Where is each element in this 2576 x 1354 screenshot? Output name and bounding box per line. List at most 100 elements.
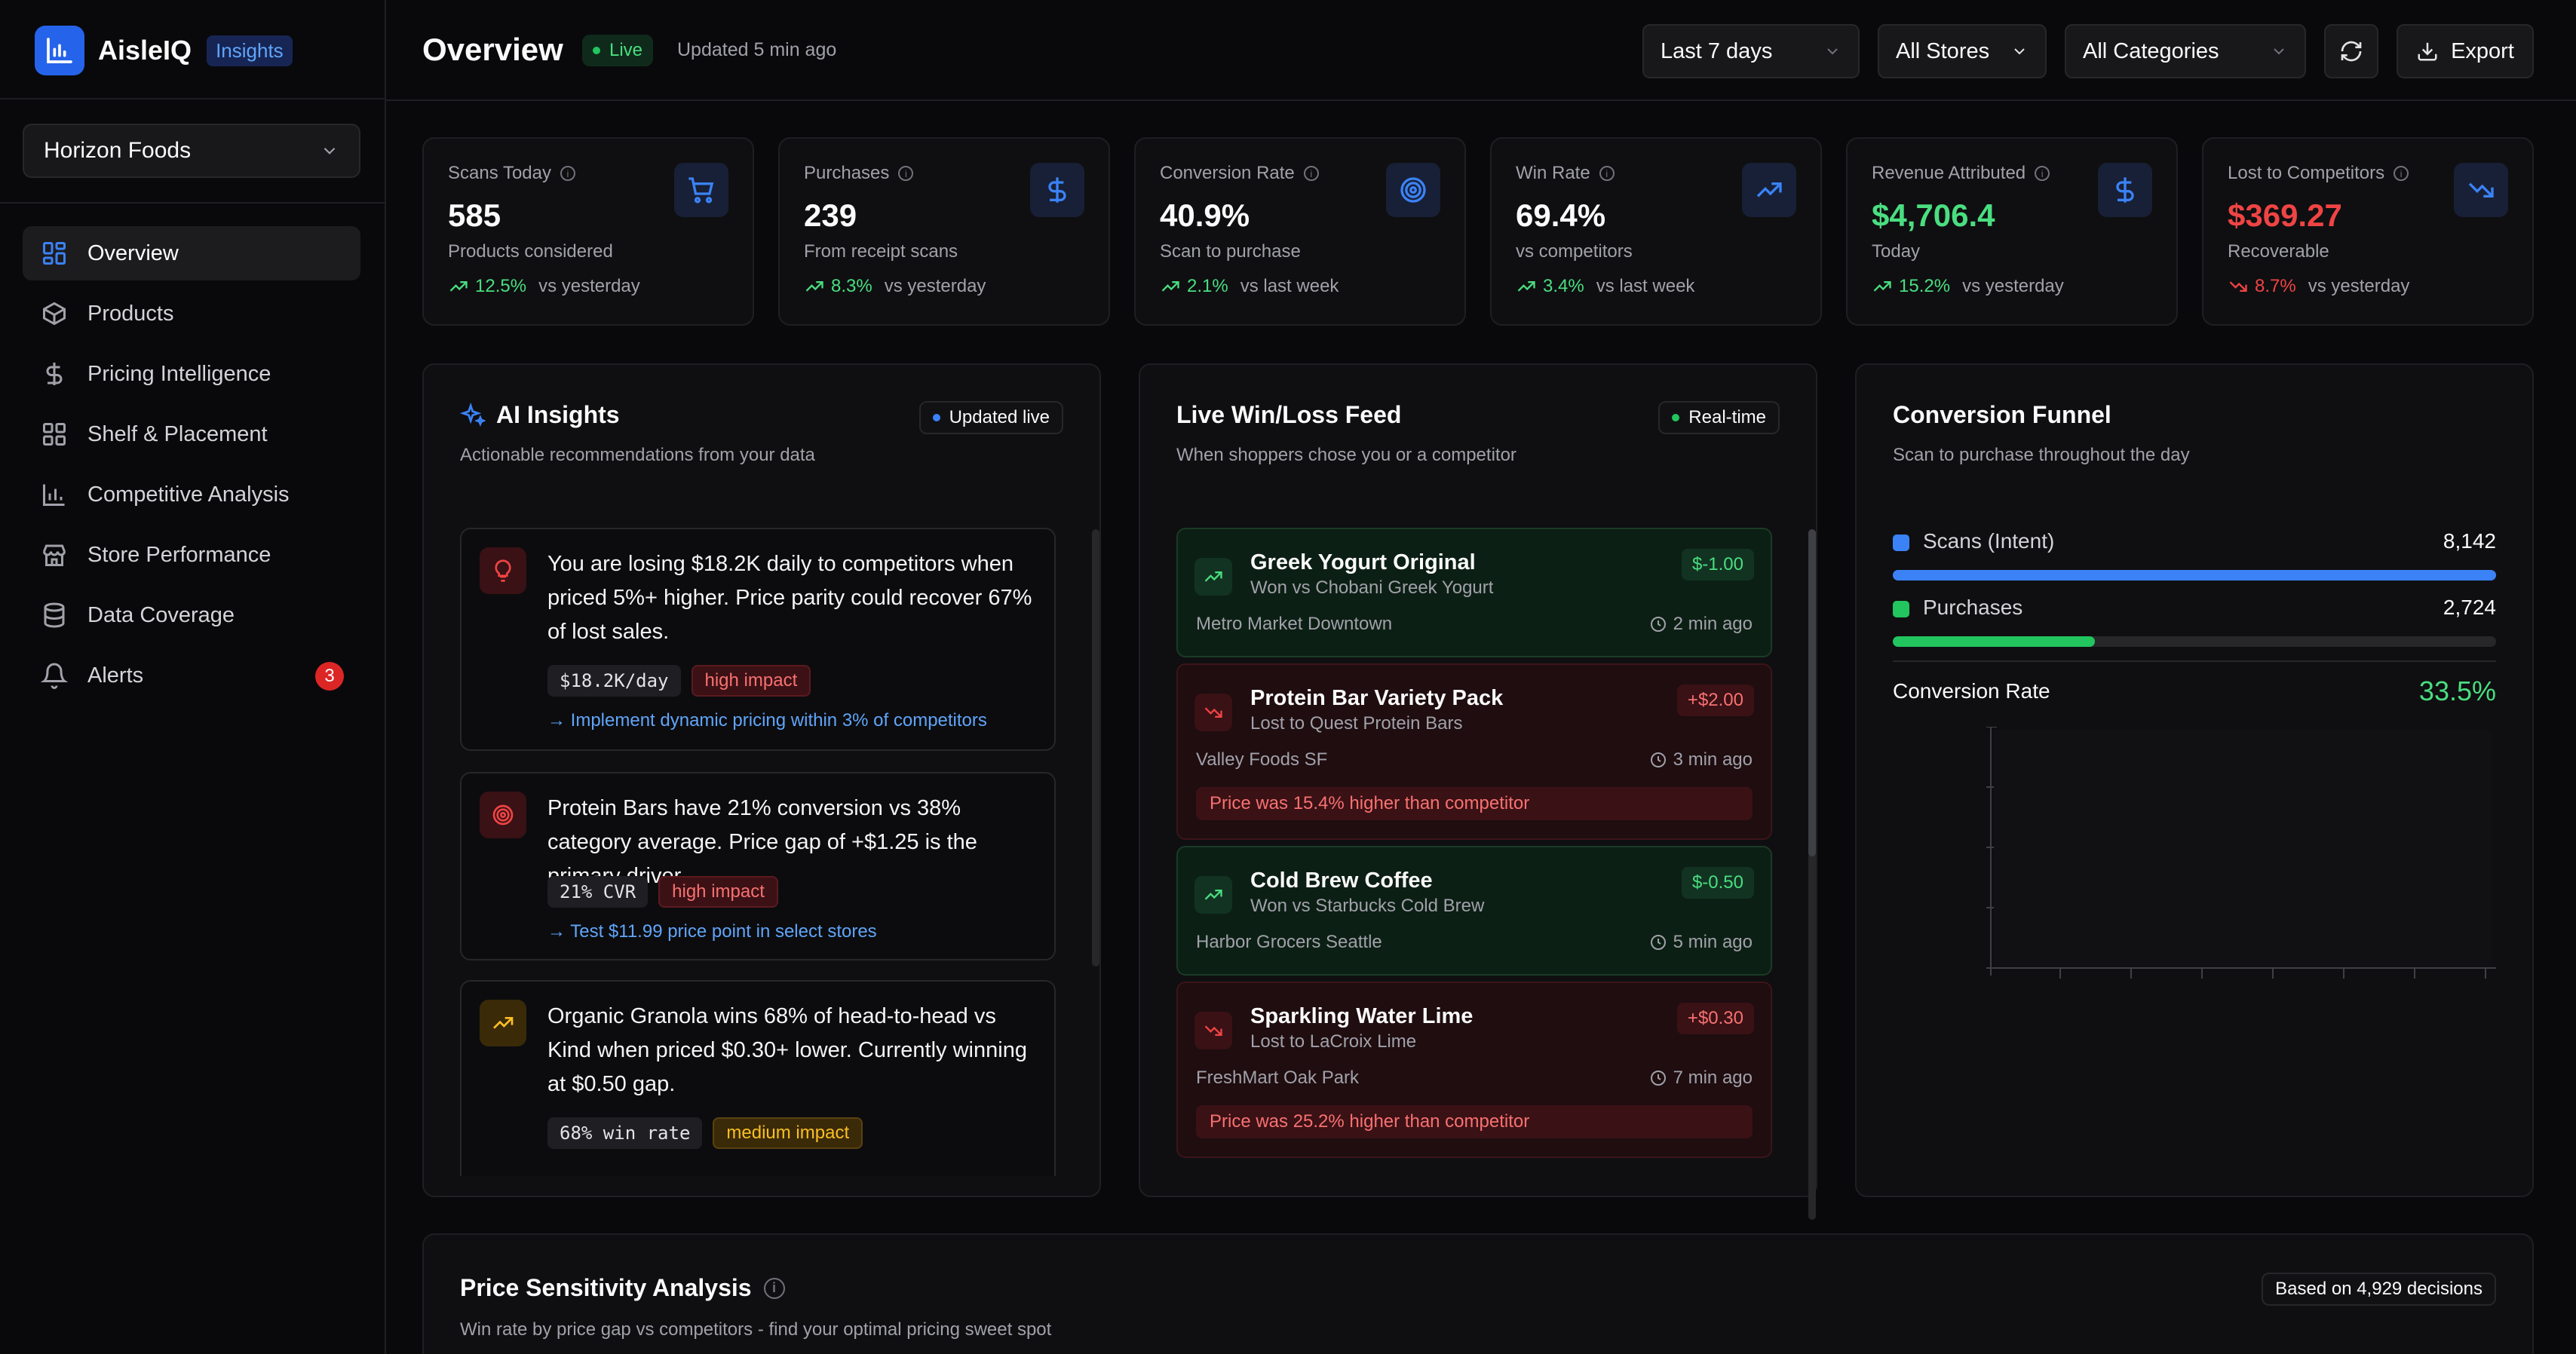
category-select[interactable]: All Categories xyxy=(2065,24,2306,78)
sidebar-item-label: Competitive Analysis xyxy=(87,482,290,507)
info-icon[interactable]: i xyxy=(763,1277,785,1299)
feed-time-row: 2 min ago xyxy=(1649,614,1753,635)
sidebar-item-alerts[interactable]: Alerts 3 xyxy=(23,648,360,703)
status-dot-icon xyxy=(932,414,940,421)
metric-compare: vs yesterday xyxy=(2308,276,2410,296)
metric-sub: vs competitors xyxy=(1516,241,1633,262)
sidebar-item-store-performance[interactable]: Store Performance xyxy=(23,528,360,582)
scrollbar-thumb[interactable] xyxy=(1092,529,1099,966)
trending-up-icon xyxy=(449,281,468,292)
sidebar-item-shelf-placement[interactable]: Shelf & Placement xyxy=(23,407,360,461)
sparkles-icon xyxy=(460,402,486,427)
insight-action-link[interactable]: → Test $11.99 price point in select stor… xyxy=(547,921,877,942)
brand-name: AisleIQ xyxy=(98,35,192,66)
sidebar-item-pricing-intelligence[interactable]: Pricing Intelligence xyxy=(23,347,360,401)
brand-badge: Insights xyxy=(207,35,293,66)
metric-change: 8.3% xyxy=(831,276,872,296)
funnel-purchases-bar xyxy=(1893,636,2496,647)
refresh-icon xyxy=(2341,41,2362,62)
status-label: Updated live xyxy=(949,407,1050,427)
panel-title: Live Win/Loss Feed xyxy=(1176,401,1402,428)
clock-icon xyxy=(1650,1071,1666,1086)
metric-card-win-rate[interactable]: Win Rate i 69.4% vs competitors 3.4% vs la… xyxy=(1490,137,1822,326)
sidebar-item-overview[interactable]: Overview xyxy=(23,226,360,280)
sidebar-item-label: Products xyxy=(87,301,174,326)
panel-subtitle: Scan to purchase throughout the day xyxy=(1893,445,2190,465)
feed-item[interactable]: Greek Yogurt Original Won vs Chobani Gre… xyxy=(1176,528,1772,657)
panel-title: Conversion Funnel xyxy=(1893,401,2111,428)
price-delta-badge: +$0.30 xyxy=(1676,1003,1754,1034)
metric-card-revenue[interactable]: Revenue Attributed i $4,706.4 Today 15.2%… xyxy=(1846,137,2178,326)
ai-insights-title-row: AI Insights xyxy=(460,401,620,429)
feed-item[interactable]: Protein Bar Variety Pack Lost to Quest P… xyxy=(1176,663,1772,840)
metric-sub: Scan to purchase xyxy=(1160,241,1301,262)
metric-change: 15.2% xyxy=(1899,276,1951,296)
metric-card-lost[interactable]: Lost to Competitors i $369.27 Recoverable… xyxy=(2202,137,2534,326)
chevron-down-icon xyxy=(2274,48,2284,55)
metric-change-row: 3.4% vs last week xyxy=(1516,276,1694,297)
status-dot-icon xyxy=(1672,414,1680,421)
metric-card-conversion[interactable]: Conversion Rate i 40.9% Scan to purchase … xyxy=(1134,137,1466,326)
store-select[interactable]: All Stores xyxy=(1878,24,2047,78)
info-icon[interactable]: i xyxy=(898,166,914,181)
insight-action-link[interactable]: → Implement dynamic pricing within 3% of… xyxy=(547,710,987,731)
dollar-icon xyxy=(1030,163,1084,217)
feed-time: 2 min ago xyxy=(1673,614,1753,634)
metric-label-row: Purchases i xyxy=(804,163,914,184)
sidebar-item-data-coverage[interactable]: Data Coverage xyxy=(23,588,360,642)
action-label: Implement dynamic pricing within 3% of c… xyxy=(570,710,987,731)
trending-up-icon xyxy=(1517,281,1535,292)
price-warning: Price was 15.4% higher than competitor xyxy=(1196,787,1753,820)
feed-time-row: 7 min ago xyxy=(1649,1068,1753,1089)
trending-down-icon xyxy=(1194,1012,1232,1049)
sidebar-item-products[interactable]: Products xyxy=(23,286,360,341)
funnel-scans-bar xyxy=(1893,570,2496,581)
insight-metric: 68% win rate xyxy=(547,1117,703,1149)
export-label: Export xyxy=(2451,38,2514,63)
cart-icon xyxy=(674,163,728,217)
action-label: Test $11.99 price point in select stores xyxy=(570,921,877,942)
info-icon[interactable]: i xyxy=(1599,166,1615,181)
price-delta-badge: $-1.00 xyxy=(1681,549,1754,581)
info-icon[interactable]: i xyxy=(2035,166,2050,181)
info-icon[interactable]: i xyxy=(560,166,575,181)
feed-item[interactable]: Sparkling Water Lime Lost to LaCroix Lim… xyxy=(1176,982,1772,1158)
org-selector[interactable]: Horizon Foods xyxy=(23,124,360,178)
metric-label: Scans Today xyxy=(448,163,551,183)
panel-subtitle: Actionable recommendations from your dat… xyxy=(460,445,815,465)
info-icon[interactable]: i xyxy=(2394,166,2409,181)
insight-text: Organic Granola wins 68% of head-to-head… xyxy=(547,1004,1027,1096)
metric-change: 8.7% xyxy=(2255,276,2296,296)
category-value: All Categories xyxy=(2083,38,2219,63)
metric-label: Win Rate xyxy=(1516,163,1590,183)
metric-card-purchases[interactable]: Purchases i 239 From receipt scans 8.3% vs… xyxy=(778,137,1110,326)
database-icon xyxy=(39,600,69,630)
feed-item[interactable]: Cold Brew Coffee Won vs Starbucks Cold B… xyxy=(1176,846,1772,976)
metric-compare: vs last week xyxy=(1596,276,1695,296)
insight-card[interactable]: Organic Granola wins 68% of head-to-head… xyxy=(460,980,1056,1176)
updated-time: Updated 5 min ago xyxy=(677,39,837,60)
metric-sub: Today xyxy=(1872,241,1921,262)
brand[interactable]: AisleIQ Insights xyxy=(35,26,293,75)
refresh-button[interactable] xyxy=(2324,24,2378,78)
sidebar-nav: Overview Products Pricing Intelligence S… xyxy=(23,226,360,709)
sidebar-item-label: Pricing Intelligence xyxy=(87,361,271,386)
funnel-purchases-row: Purchases 2,724 xyxy=(1893,596,2496,620)
scrollbar-track xyxy=(1808,529,1816,1220)
chevron-down-icon xyxy=(324,147,336,155)
scrollbar-thumb[interactable] xyxy=(1808,529,1816,856)
metric-value: 585 xyxy=(448,198,501,233)
metric-card-scans[interactable]: Scans Today i 585 Products considered 12.… xyxy=(422,137,754,326)
info-icon[interactable]: i xyxy=(1303,166,1319,181)
sidebar-item-competitive-analysis[interactable]: Competitive Analysis xyxy=(23,467,360,522)
alerts-count-badge: 3 xyxy=(315,662,344,691)
insight-card[interactable]: Protein Bars have 21% conversion vs 38% … xyxy=(460,772,1056,960)
price-delta-badge: +$2.00 xyxy=(1676,685,1754,716)
export-button[interactable]: Export xyxy=(2397,24,2534,78)
trending-up-icon xyxy=(1194,876,1232,914)
metric-change-row: 8.7% vs yesterday xyxy=(2228,276,2409,297)
date-range-select[interactable]: Last 7 days xyxy=(1642,24,1860,78)
insight-tags: $18.2K/day high impact xyxy=(547,665,821,697)
insight-card[interactable]: You are losing $18.2K daily to competito… xyxy=(460,528,1056,751)
feed-time: 7 min ago xyxy=(1673,1068,1753,1088)
